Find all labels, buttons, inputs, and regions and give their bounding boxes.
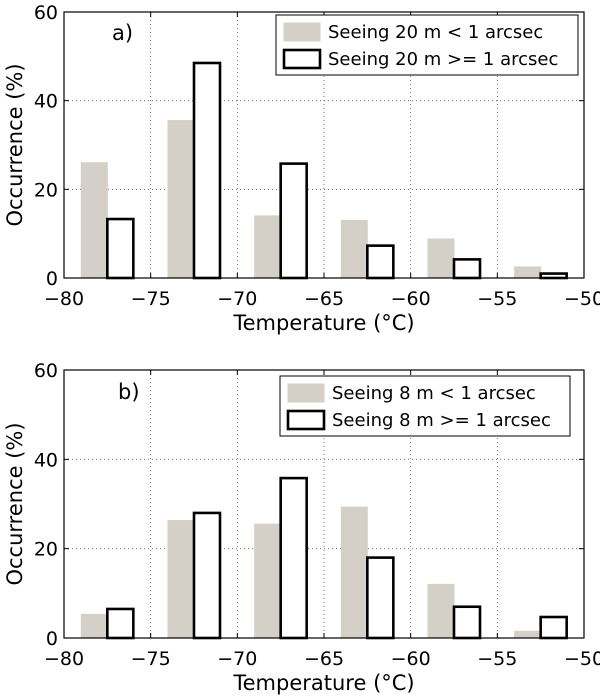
y-axis-label: Occurrence (%) [3,422,27,585]
y-tick-label: 0 [46,268,58,290]
bar-bad-seeing [366,556,395,640]
x-tick-label: −75 [131,288,171,310]
x-axis-label: Temperature (°C) [232,671,414,695]
x-tick-label: −60 [391,648,431,670]
panel-label: b) [118,380,140,404]
bar-bad-seeing [279,162,308,280]
y-tick-label: 40 [34,91,58,113]
bar-bad-seeing [106,217,135,280]
bar-good-seeing [427,583,455,639]
legend: Seeing 8 m < 1 arcsec Seeing 8 m >= 1 arc… [279,375,571,437]
bar-bad-seeing [366,244,395,280]
legend: Seeing 20 m < 1 arcsec Seeing 20 m >= 1 a… [275,14,579,76]
chart-panel-b: −80 −75 −70 −65 −60 −55 −50 0 20 40 60 Temperature … [3,360,600,695]
bar-good-seeing [167,120,195,279]
x-tick-label: −70 [217,648,257,670]
x-tick-label: −70 [217,288,257,310]
y-tick-label: 0 [46,628,58,650]
bar-good-seeing [167,520,195,639]
legend-swatch [286,409,326,431]
legend-entry: Seeing 8 m < 1 arcsec [332,383,536,404]
x-tick-label: −80 [44,648,84,670]
legend-box [275,14,579,76]
bar-bad-seeing [452,258,482,280]
x-tick-label: −60 [391,288,431,310]
x-tick-label: −55 [477,288,517,310]
bar-bad-seeing [539,615,568,640]
y-tick-label: 20 [34,179,58,201]
bar-bad-seeing [539,272,568,280]
bar-good-seeing [340,219,368,279]
bar-good-seeing [514,266,542,279]
y-axis-label: Occurrence (%) [3,63,27,226]
y-tick-label: 40 [34,449,58,471]
legend-entry: Seeing 8 m >= 1 arcsec [332,410,551,431]
y-tick-label: 60 [34,360,58,382]
bar-bad-seeing [106,607,135,640]
y-tick-label: 20 [34,539,58,561]
bar-good-seeing [514,630,542,639]
bar-good-seeing [254,215,282,279]
legend-swatch [282,48,322,70]
y-tick-label: 60 [34,2,58,24]
bar-bad-seeing [192,61,222,280]
bar-good-seeing [80,613,108,639]
bar-good-seeing [80,162,108,279]
x-tick-label: −65 [304,648,344,670]
bar-good-seeing [254,523,282,639]
legend-box [279,375,571,437]
x-tick-label: −55 [477,648,517,670]
bar-bad-seeing [192,511,222,640]
x-tick-label: −80 [44,288,84,310]
legend-swatch [283,22,321,42]
bar-bad-seeing [279,476,308,640]
chart-panel-a: −80 −75 −70 −65 −60 −55 −50 0 20 40 60 Temperature … [3,2,600,335]
x-tick-label: −50 [564,288,600,310]
legend-entry: Seeing 20 m >= 1 arcsec [328,49,558,70]
x-axis-label: Temperature (°C) [232,311,414,335]
panel-label: a) [112,21,133,45]
x-tick-label: −75 [131,648,171,670]
bar-good-seeing [427,238,455,279]
x-tick-label: −65 [304,288,344,310]
bar-bad-seeing [452,605,482,640]
legend-swatch [287,383,325,403]
bar-good-seeing [340,506,368,639]
legend-entry: Seeing 20 m < 1 arcsec [328,22,543,43]
x-tick-label: −50 [564,648,600,670]
